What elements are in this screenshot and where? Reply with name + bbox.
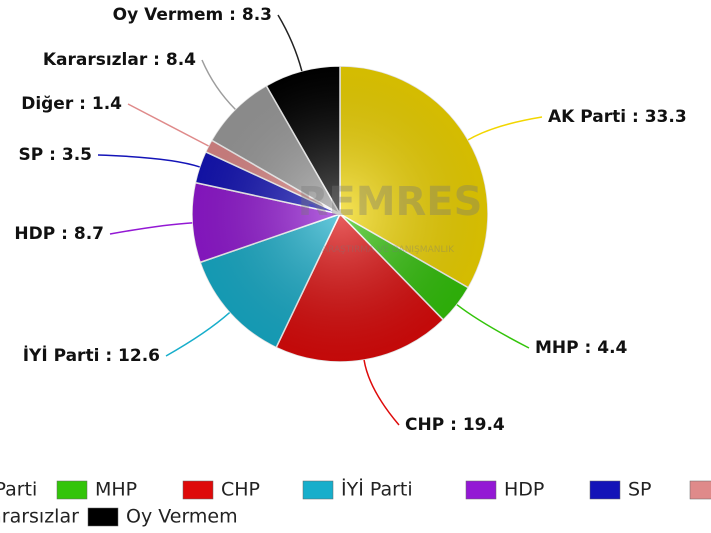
slice-label: MHP : 4.4 [535, 338, 628, 358]
connector [201, 59, 236, 110]
legend-swatch [87, 507, 119, 527]
legend-label: Kararsızlar [0, 506, 79, 528]
slice-label: HDP : 8.7 [14, 224, 104, 244]
connector [165, 312, 231, 357]
label-value: 19.4 [463, 415, 505, 435]
connector [109, 222, 193, 235]
label-separator: : [99, 346, 118, 366]
label-name: İYİ Parti [23, 344, 100, 366]
label-separator: : [73, 94, 92, 114]
label-value: 8.4 [166, 50, 196, 70]
connector [363, 359, 400, 426]
watermark-subtitle: ARAŞTIRMA VE DANIŞMANLIK [322, 245, 455, 255]
label-separator: : [223, 5, 242, 25]
label-name: HDP [14, 224, 55, 244]
legend-label: AK Parti [0, 479, 37, 501]
slice-label: CHP : 19.4 [405, 415, 505, 435]
label-name: Diğer [21, 94, 74, 114]
legend-label: HDP [504, 479, 544, 501]
legend-swatch [589, 480, 621, 500]
connector [127, 103, 209, 147]
connector [467, 116, 543, 141]
slice-label: İYİ Parti : 12.6 [23, 344, 160, 366]
legend-label: Oy Vermem [126, 506, 238, 528]
label-separator: : [579, 338, 598, 358]
connector [456, 304, 530, 349]
label-separator: : [626, 107, 645, 127]
legend-swatch [689, 480, 711, 500]
label-value: 3.5 [62, 145, 92, 165]
legend-label: CHP [221, 479, 260, 501]
label-separator: : [444, 415, 463, 435]
label-value: 12.6 [118, 346, 160, 366]
legend-swatch [302, 480, 334, 500]
slice-label: SP : 3.5 [19, 145, 92, 165]
legend-swatch [182, 480, 214, 500]
label-name: Oy Vermem [113, 5, 224, 25]
label-value: 1.4 [92, 94, 122, 114]
legend-label: MHP [95, 479, 137, 501]
slice-label: Kararsızlar : 8.4 [43, 50, 196, 70]
legend-swatch [56, 480, 88, 500]
label-name: CHP [405, 415, 444, 435]
legend-label: SP [628, 479, 652, 501]
slice-label: AK Parti : 33.3 [548, 107, 687, 127]
connector [277, 14, 303, 72]
legend-swatch [465, 480, 497, 500]
label-name: SP [19, 145, 44, 165]
label-separator: : [55, 224, 74, 244]
slice-label: Oy Vermem : 8.3 [113, 5, 272, 25]
label-value: 33.3 [645, 107, 687, 127]
label-separator: : [43, 145, 62, 165]
label-value: 8.3 [242, 5, 272, 25]
label-value: 8.7 [74, 224, 104, 244]
label-name: Kararsızlar [43, 50, 148, 70]
watermark: REMRES [298, 179, 483, 225]
legend-label: İYİ Parti [341, 478, 413, 501]
slice-label: Diğer : 1.4 [21, 94, 122, 114]
label-name: AK Parti [548, 107, 626, 127]
label-value: 4.4 [597, 338, 627, 358]
label-name: MHP [535, 338, 579, 358]
label-separator: : [147, 50, 166, 70]
connector [97, 154, 200, 168]
